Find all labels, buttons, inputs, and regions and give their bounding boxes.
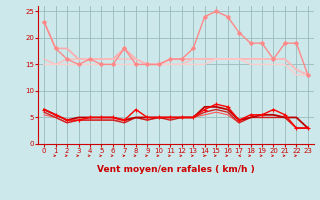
X-axis label: Vent moyen/en rafales ( km/h ): Vent moyen/en rafales ( km/h ): [97, 165, 255, 174]
